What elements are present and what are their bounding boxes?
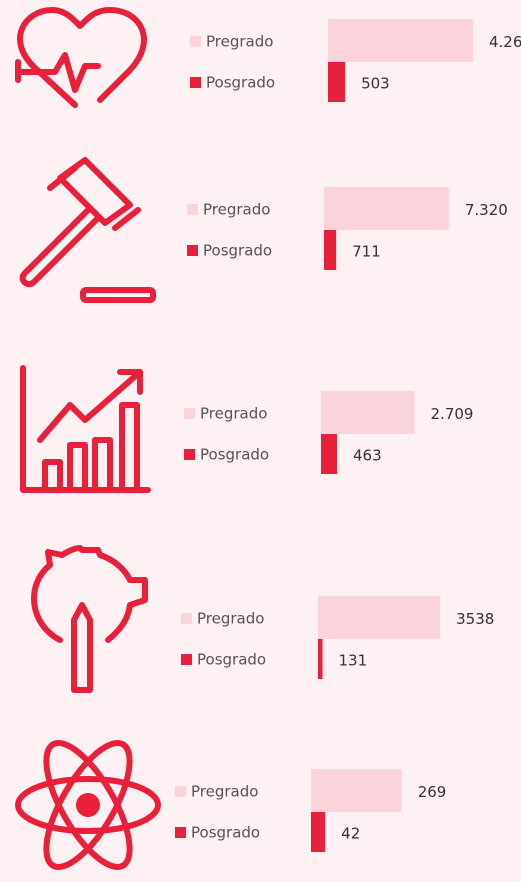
legend-swatch [175,786,186,797]
legend-swatch [190,36,201,47]
value-label: 42 [341,825,360,843]
legend-swatch [175,827,186,838]
value-label: 2.709 [431,405,474,423]
legend-label: Pregrado [200,405,267,423]
bar [311,769,402,812]
value-label: 269 [418,783,447,801]
bar [324,230,337,270]
bar [321,391,415,434]
value-label: 503 [361,75,390,93]
bar [318,596,441,639]
icon-gavel [19,157,156,303]
bar [328,62,346,102]
legend-swatch [187,204,198,215]
value-label: 4.264 [489,33,521,51]
value-label: 3538 [456,610,494,628]
icon-gear-pencil [31,545,148,693]
legend-label: Pregrado [191,783,258,801]
legend-label: Pregrado [203,201,270,219]
legend-label: Pregrado [197,610,264,628]
legend-swatch [190,77,201,88]
bar [321,434,337,474]
legend-label: Posgrado [206,74,275,92]
icon-atom [15,740,161,870]
bar [318,639,323,679]
legend-swatch [187,245,198,256]
icon-growth-chart [20,365,151,493]
legend-swatch [181,654,192,665]
value-label: 131 [339,652,368,670]
bar [328,19,473,62]
legend-label: Posgrado [191,824,260,842]
legend-label: Posgrado [197,651,266,669]
legend-swatch [181,613,192,624]
legend-label: Posgrado [203,242,272,260]
value-label: 711 [352,243,381,261]
bar [311,812,326,852]
value-label: 7.320 [465,201,508,219]
value-label: 463 [353,447,382,465]
legend-label: Pregrado [206,33,273,51]
icon-heart [15,7,147,108]
legend-swatch [184,449,195,460]
legend-swatch [184,408,195,419]
legend-label: Posgrado [200,446,269,464]
bar [324,187,449,230]
